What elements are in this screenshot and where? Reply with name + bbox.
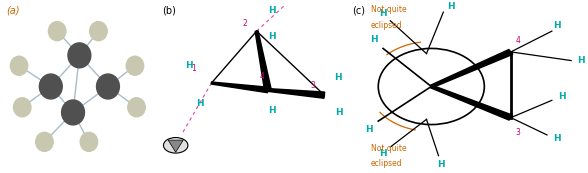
Text: H: H <box>185 61 193 70</box>
Text: 4: 4 <box>259 72 264 81</box>
Text: H: H <box>557 92 565 101</box>
Text: (a): (a) <box>6 5 20 15</box>
Text: H: H <box>336 108 343 117</box>
Text: Not quite: Not quite <box>371 144 407 153</box>
Circle shape <box>80 132 98 151</box>
Text: H: H <box>437 160 445 169</box>
Text: 2: 2 <box>242 19 247 28</box>
Text: eclipsed: eclipsed <box>371 21 403 30</box>
Circle shape <box>48 22 66 41</box>
Circle shape <box>39 74 62 99</box>
Polygon shape <box>168 140 183 152</box>
Text: H: H <box>268 32 275 41</box>
Circle shape <box>126 56 143 75</box>
Text: Not quite: Not quite <box>371 5 407 14</box>
Polygon shape <box>268 89 325 98</box>
Text: H: H <box>370 35 377 44</box>
Polygon shape <box>211 82 268 93</box>
Text: H: H <box>379 9 387 18</box>
Ellipse shape <box>163 138 188 153</box>
Polygon shape <box>430 85 513 120</box>
Text: H: H <box>553 134 560 143</box>
Circle shape <box>96 74 119 99</box>
Text: eclipsed: eclipsed <box>371 159 403 168</box>
Text: H: H <box>553 21 560 30</box>
Text: (c): (c) <box>352 5 365 15</box>
Text: (b): (b) <box>162 5 176 15</box>
Text: H: H <box>268 106 275 115</box>
Text: 3: 3 <box>516 128 520 137</box>
Polygon shape <box>430 49 513 88</box>
Circle shape <box>68 43 91 68</box>
Text: 1: 1 <box>192 64 196 73</box>
Polygon shape <box>255 31 271 90</box>
Text: H: H <box>196 99 204 108</box>
Text: H: H <box>268 6 275 15</box>
Circle shape <box>128 98 145 117</box>
Circle shape <box>14 98 31 117</box>
Text: H: H <box>379 149 387 158</box>
Circle shape <box>11 56 28 75</box>
Text: H: H <box>365 125 372 134</box>
Text: 3: 3 <box>310 81 315 90</box>
Text: H: H <box>447 2 455 11</box>
Text: H: H <box>577 56 584 65</box>
Text: 4: 4 <box>516 36 520 45</box>
Circle shape <box>90 22 107 41</box>
Circle shape <box>36 132 53 151</box>
Text: H: H <box>334 73 341 82</box>
Circle shape <box>62 100 85 125</box>
